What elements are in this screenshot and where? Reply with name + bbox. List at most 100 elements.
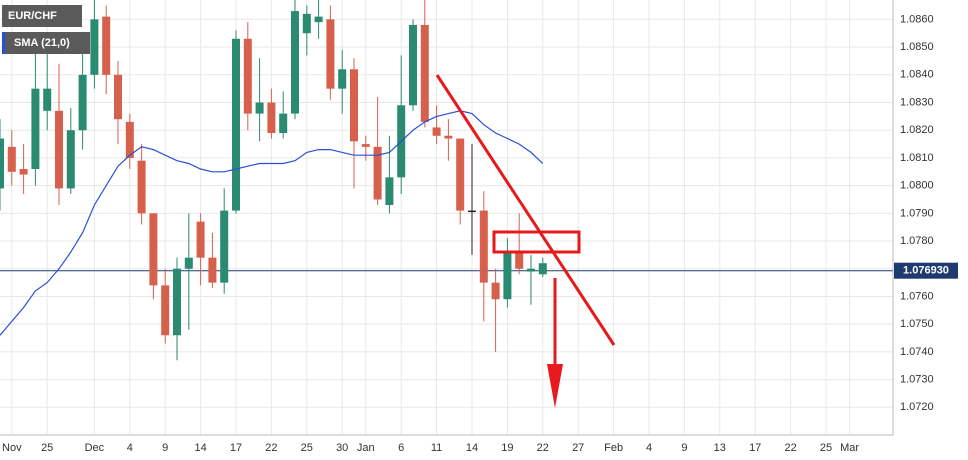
axes: 1.07201.07301.07401.07501.07601.07701.07… bbox=[0, 0, 958, 454]
candle-body bbox=[208, 257, 217, 283]
legend-box bbox=[2, 32, 90, 54]
candle-body bbox=[420, 24, 429, 122]
candle-body bbox=[338, 69, 347, 89]
x-tick-label: 4 bbox=[127, 442, 133, 454]
candle-body bbox=[184, 257, 193, 269]
candle-body bbox=[125, 121, 134, 158]
plot-area bbox=[0, 0, 547, 361]
candle-body bbox=[161, 285, 170, 336]
x-tick-label: Feb bbox=[604, 442, 623, 454]
candle-body bbox=[479, 210, 488, 283]
candle-body bbox=[137, 160, 146, 214]
y-tick-label: 1.0840 bbox=[900, 69, 934, 81]
y-tick-label: 1.0780 bbox=[900, 235, 934, 247]
y-tick-label: 1.0810 bbox=[900, 152, 934, 164]
last-price-box bbox=[894, 262, 958, 279]
zone-box bbox=[492, 230, 581, 254]
x-tick-label: Mar bbox=[840, 442, 859, 454]
legend-title: EUR/CHF bbox=[8, 10, 57, 22]
grid bbox=[0, 0, 893, 435]
sma-line bbox=[0, 110, 544, 336]
candle-body bbox=[468, 210, 476, 213]
candle-body bbox=[373, 146, 382, 200]
candle-body bbox=[385, 177, 394, 206]
candle-body bbox=[314, 16, 323, 23]
x-tick-label: 13 bbox=[714, 442, 726, 454]
candle-body bbox=[326, 19, 335, 89]
candle-body bbox=[432, 127, 441, 136]
candle-body bbox=[78, 74, 87, 131]
candle-body bbox=[515, 252, 524, 269]
candle-body bbox=[0, 138, 4, 189]
x-tick-label: 14 bbox=[466, 442, 478, 454]
x-tick-label: 25 bbox=[41, 442, 53, 454]
candle-body bbox=[538, 263, 547, 275]
candle-body bbox=[55, 110, 63, 189]
x-tick-label: 17 bbox=[230, 442, 242, 454]
y-tick-label: 1.0860 bbox=[900, 13, 934, 25]
trend-line bbox=[435, 74, 616, 346]
candle-body bbox=[302, 13, 311, 34]
y-tick-label: 1.0750 bbox=[900, 318, 934, 330]
candle-body bbox=[102, 16, 111, 75]
candle-body bbox=[196, 221, 205, 258]
legend: EUR/CHF SMA (21,0) bbox=[2, 5, 90, 54]
y-tick-label: 1.0800 bbox=[900, 180, 934, 192]
candle-body bbox=[491, 282, 500, 300]
x-tick-label: 9 bbox=[681, 442, 687, 454]
candle-body bbox=[149, 213, 158, 286]
x-tick-label: 22 bbox=[784, 442, 796, 454]
candle-body bbox=[232, 38, 240, 211]
candle-body bbox=[66, 130, 75, 189]
candle-body bbox=[350, 69, 358, 142]
y-tick-label: 1.0760 bbox=[900, 290, 934, 302]
x-tick-label: 9 bbox=[162, 442, 168, 454]
candle-body bbox=[43, 88, 52, 111]
candle-body bbox=[444, 135, 453, 139]
legend-label: SMA (21,0) bbox=[14, 37, 70, 49]
candle-body bbox=[527, 268, 535, 272]
candle-body bbox=[7, 146, 16, 172]
y-tick-label: 1.0850 bbox=[900, 41, 934, 53]
x-tick-label: 17 bbox=[749, 442, 761, 454]
candle-body bbox=[503, 252, 512, 300]
candle-body bbox=[409, 24, 417, 106]
x-tick-label: 11 bbox=[431, 442, 442, 454]
x-tick-label: 6 bbox=[398, 442, 404, 454]
candle-body bbox=[456, 138, 465, 211]
candle-body bbox=[90, 19, 99, 75]
candle-body bbox=[279, 113, 288, 133]
candle-body bbox=[220, 210, 229, 283]
candle-body bbox=[361, 144, 370, 147]
x-tick-label: 14 bbox=[194, 442, 206, 454]
y-tick-label: 1.0740 bbox=[900, 346, 934, 358]
annotations bbox=[435, 74, 616, 408]
y-tick-label: 1.0720 bbox=[900, 401, 934, 413]
y-tick-label: 1.0790 bbox=[900, 207, 934, 219]
last-price-label: 1.076930 bbox=[903, 265, 949, 277]
x-tick-label: 25 bbox=[301, 442, 313, 454]
x-tick-label: 27 bbox=[572, 442, 584, 454]
arrow-head bbox=[547, 364, 563, 408]
legend-box bbox=[2, 5, 82, 27]
candle-body bbox=[114, 74, 122, 120]
x-tick-label: 22 bbox=[265, 442, 277, 454]
candle-body bbox=[19, 169, 28, 175]
x-tick-label: 22 bbox=[537, 442, 549, 454]
y-tick-label: 1.0830 bbox=[900, 96, 934, 108]
x-tick-label: Jan bbox=[357, 442, 375, 454]
candle-body bbox=[267, 102, 276, 133]
legend-swatch bbox=[2, 32, 5, 54]
x-tick-label: 30 bbox=[336, 442, 348, 454]
x-tick-label: 4 bbox=[646, 442, 652, 454]
candle-body bbox=[173, 268, 181, 336]
candle-body bbox=[291, 11, 299, 114]
candle-body bbox=[255, 102, 264, 114]
y-tick-label: 1.0730 bbox=[900, 373, 934, 385]
x-tick-label: Dec bbox=[85, 442, 105, 454]
candle-body bbox=[243, 38, 252, 114]
y-tick-label: 1.0820 bbox=[900, 124, 934, 136]
x-tick-label: 19 bbox=[501, 442, 513, 454]
